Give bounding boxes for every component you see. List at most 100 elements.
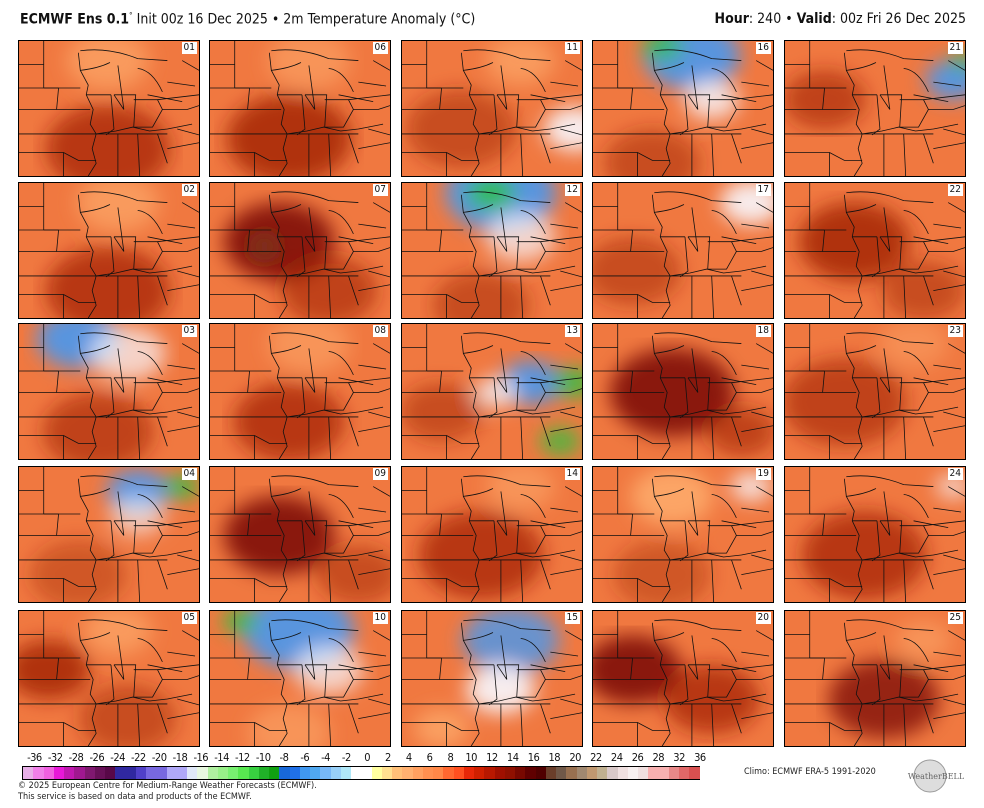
colorbar-swatch [279,767,290,779]
anomaly-region [418,511,544,600]
anomaly-region [267,324,351,373]
colorbar-swatch [494,767,505,779]
anomaly-region [609,348,735,437]
colorbar-swatch [556,767,567,779]
colorbar-swatch [361,767,372,779]
member-number-label: 01 [181,42,197,54]
temperature-anomaly-field [402,183,582,318]
temperature-anomaly-field [19,324,199,459]
colorbar-tick-label: 6 [426,751,433,764]
colorbar-swatch [289,767,300,779]
member-number-label: 11 [564,42,580,54]
ensemble-member-map-25: 25 [784,610,966,747]
anomaly-region [828,659,940,739]
member-number-label: 18 [755,325,771,337]
colorbar-tick-label: 14 [506,751,519,764]
ensemble-member-map-16: 16 [592,40,774,177]
colorbar-swatch [146,767,157,779]
colorbar-tick-label: 2 [385,751,391,764]
colorbar-swatch [156,767,167,779]
colorbar-swatch [187,767,198,779]
anomaly-region [89,326,166,381]
colorbar-swatch [238,767,249,779]
colorbar-tick-label: -2 [341,751,351,764]
colorbar-swatch [33,767,44,779]
temperature-anomaly-field [785,183,965,318]
valid-label: Valid [796,11,832,27]
colorbar-tick-label: 20 [569,751,581,764]
anomaly-region [42,392,154,459]
model-name: ECMWF Ens 0.1 [20,11,130,28]
copyright-text: © 2025 European Centre for Medium-Range … [18,781,317,791]
colorbar-swatch [115,767,126,779]
colorbar-swatch [515,767,526,779]
ensemble-member-map-22: 22 [784,182,966,319]
colorbar-swatch [299,767,310,779]
anomaly-region [226,94,352,176]
colorbar-swatch [351,767,362,779]
anomaly-region [233,382,345,459]
member-number-label: 06 [372,42,388,54]
colorbar-swatch [23,767,34,779]
member-number-label: 05 [181,612,197,624]
colorbar-tick-label: -12 [235,751,250,764]
temperature-anomaly-field [402,41,582,176]
colorbar-swatch [125,767,136,779]
member-number-label: 10 [372,612,388,624]
svg-text:WeatherBELL: WeatherBELL [908,772,965,781]
colorbar-swatch [453,767,464,779]
degree-sign: ° [129,11,133,20]
colorbar-swatch [566,767,577,779]
anomaly-region [603,129,701,176]
colorbar-swatch [525,767,536,779]
temperature-anomaly-field [593,611,773,746]
colorbar-swatch [463,767,474,779]
colorbar-tick-label: 24 [610,751,623,764]
temperature-anomaly-field [19,183,199,318]
colorbar-tick-label: 8 [447,751,454,764]
anomaly-region [164,474,199,499]
anomaly-region [254,239,275,254]
member-number-label: 23 [947,325,963,337]
colorbar-swatch [340,767,351,779]
colorbar-swatch [371,767,382,779]
anomaly-region [554,368,582,398]
colorbar-swatch [43,767,54,779]
colorbar-tick-label: -18 [172,751,188,764]
colorbar-swatch [248,767,259,779]
colorbar-tick-label: 32 [673,751,685,764]
temperature-anomaly-field [593,324,773,459]
anomaly-region [267,41,351,90]
service-text: This service is based on data and produc… [18,792,252,802]
member-number-label: 07 [372,184,388,196]
colorbar-swatch [94,767,105,779]
colorbar-swatch [320,767,331,779]
anomaly-region [413,708,470,746]
anomaly-region [641,41,683,61]
anomaly-region [466,183,516,210]
colorbar-swatch [433,767,444,779]
colorbar-tick-label: 0 [364,751,371,764]
ensemble-member-map-03: 03 [18,323,200,460]
temperature-anomaly-field [19,467,199,602]
anomaly-region [543,107,582,152]
anomaly-region [785,358,907,447]
anomaly-region [630,467,714,526]
temperature-anomaly-field [19,611,199,746]
colorbar-swatch [576,767,587,779]
anomaly-region [432,271,530,318]
ensemble-member-map-19: 19 [592,466,774,603]
ensemble-member-map-18: 18 [592,323,774,460]
temperature-anomaly-field [210,41,390,176]
colorbar-swatch [412,767,423,779]
member-number-label: 13 [564,325,580,337]
colorbar-swatch [402,767,413,779]
member-number-label: 22 [947,184,963,196]
colorbar-swatch [207,767,218,779]
anomaly-region [405,89,517,169]
colorbar-tick-label: -24 [110,751,125,764]
member-number-label: 25 [947,612,963,624]
colorbar-swatch [689,767,700,779]
ensemble-member-map-08: 08 [209,323,391,460]
colorbar-tick-label: 36 [694,751,706,764]
